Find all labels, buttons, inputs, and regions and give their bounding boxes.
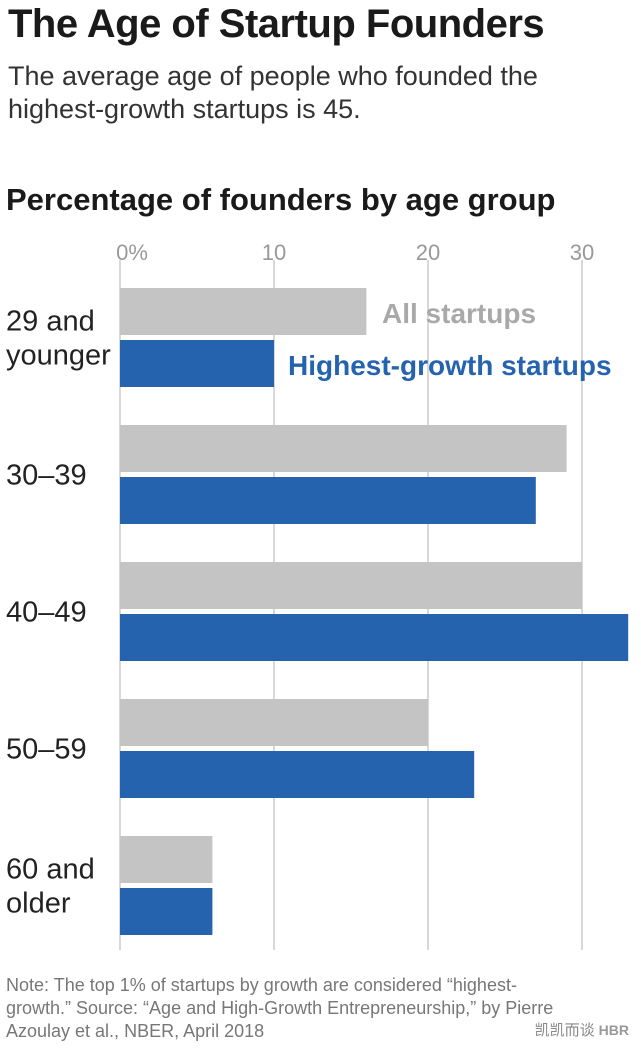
category-label: 60 and older [6,854,95,920]
bar-all-startups [120,836,213,883]
watermark-text: 凯凯而谈 [534,1022,595,1039]
bar-all-startups [120,699,428,746]
x-tick-label: 30 [570,240,594,265]
x-axis-ticks: 0% 10 20 30 [116,240,594,265]
category-label: 30–39 [6,460,87,492]
legend-all-startups: All startups [382,298,536,329]
watermark: 凯凯而谈 HBR [535,1019,629,1040]
bar-highest-growth [120,477,536,524]
category-label: 40–49 [6,597,87,629]
chart-main-title: The Age of Startup Founders [8,2,545,46]
bar-highest-growth [120,751,475,798]
chart-subtitle: The average age of people who founded th… [8,61,538,124]
bar-all-startups [120,562,582,609]
hbr-logo: HBR [598,1021,629,1038]
bar-highest-growth [120,340,274,387]
legend: All startups Highest-growth startups [288,298,612,381]
chart-title: Percentage of founders by age group [6,182,556,217]
bars [120,288,629,935]
bar-highest-growth [120,888,213,935]
x-tick-label: 10 [262,240,286,265]
x-tick-label: 0% [116,240,148,265]
x-tick-label: 20 [416,240,440,265]
bar-highest-growth [120,614,629,661]
category-labels: 29 and younger 30–39 40–49 50–59 60 and older [6,306,111,920]
bar-all-startups [120,288,367,335]
category-label: 50–59 [6,734,87,766]
bar-all-startups [120,425,567,472]
category-label: 29 and younger [6,306,111,372]
legend-highest-growth: Highest-growth startups [288,350,612,381]
source-note: Note: The top 1% of startups by growth a… [6,975,554,1041]
bar-chart: 0% 10 20 30 29 and younger 30–39 40–49 50–59 60 … [6,240,629,950]
